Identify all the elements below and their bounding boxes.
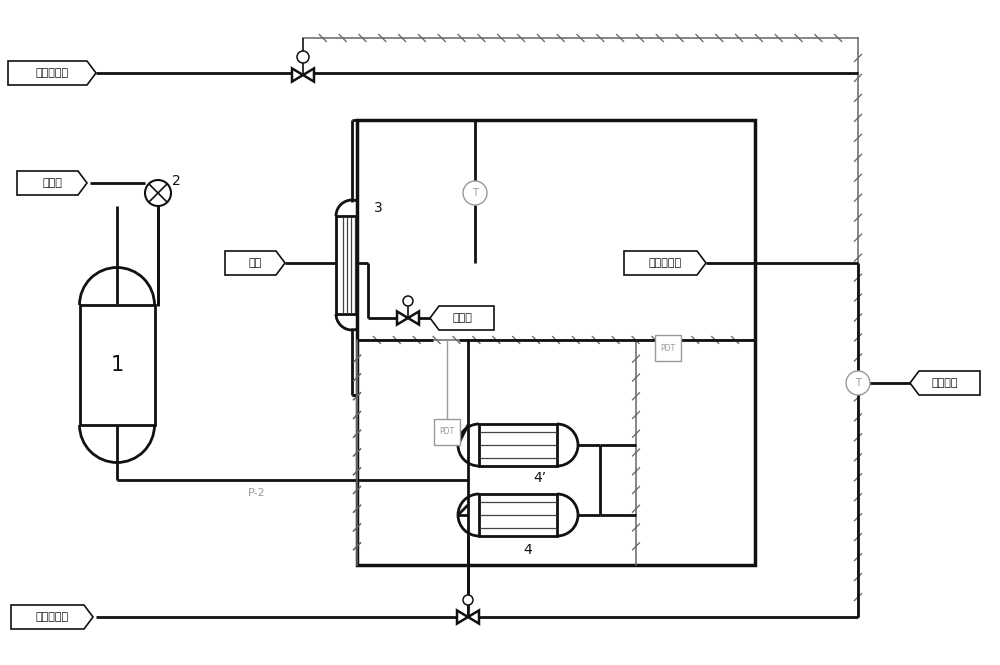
Text: P-2: P-2 — [248, 488, 266, 498]
Circle shape — [463, 181, 487, 205]
Text: 再生气: 再生气 — [42, 178, 62, 188]
Bar — [479, 494, 557, 536]
Bar — [434, 419, 460, 445]
Circle shape — [145, 180, 171, 206]
Text: 2: 2 — [172, 174, 180, 188]
Bar — [336, 216, 368, 314]
Polygon shape — [17, 171, 87, 195]
Polygon shape — [408, 311, 419, 325]
Text: 1: 1 — [110, 355, 124, 375]
Polygon shape — [8, 61, 96, 85]
Polygon shape — [303, 68, 314, 82]
Text: 下游用户: 下游用户 — [932, 378, 958, 388]
Polygon shape — [910, 371, 980, 395]
Bar — [357, 120, 755, 565]
Polygon shape — [11, 605, 93, 629]
Polygon shape — [292, 68, 303, 82]
Text: 循环水给水: 循环水给水 — [35, 612, 69, 622]
Bar — [80, 305, 155, 425]
Circle shape — [297, 51, 309, 63]
Text: 4: 4 — [523, 543, 532, 557]
Polygon shape — [397, 311, 408, 325]
Polygon shape — [457, 610, 468, 624]
Text: 蕋汽: 蕋汽 — [248, 258, 262, 268]
Text: PDT: PDT — [439, 428, 455, 436]
Bar — [479, 424, 557, 466]
Text: 再生旁通气: 再生旁通气 — [35, 68, 69, 78]
Text: 3: 3 — [374, 201, 383, 215]
Polygon shape — [430, 306, 494, 330]
Text: 冷凝水: 冷凝水 — [452, 313, 472, 323]
Circle shape — [463, 595, 473, 605]
Circle shape — [846, 371, 870, 395]
Polygon shape — [468, 610, 479, 624]
Polygon shape — [624, 251, 706, 275]
Text: T: T — [472, 188, 478, 198]
Text: 4’: 4’ — [533, 471, 546, 485]
Polygon shape — [225, 251, 285, 275]
Circle shape — [403, 296, 413, 306]
Bar — [655, 335, 681, 361]
Text: PDT: PDT — [660, 344, 676, 352]
Text: 循环水回水: 循环水回水 — [648, 258, 682, 268]
Text: T: T — [855, 378, 861, 388]
